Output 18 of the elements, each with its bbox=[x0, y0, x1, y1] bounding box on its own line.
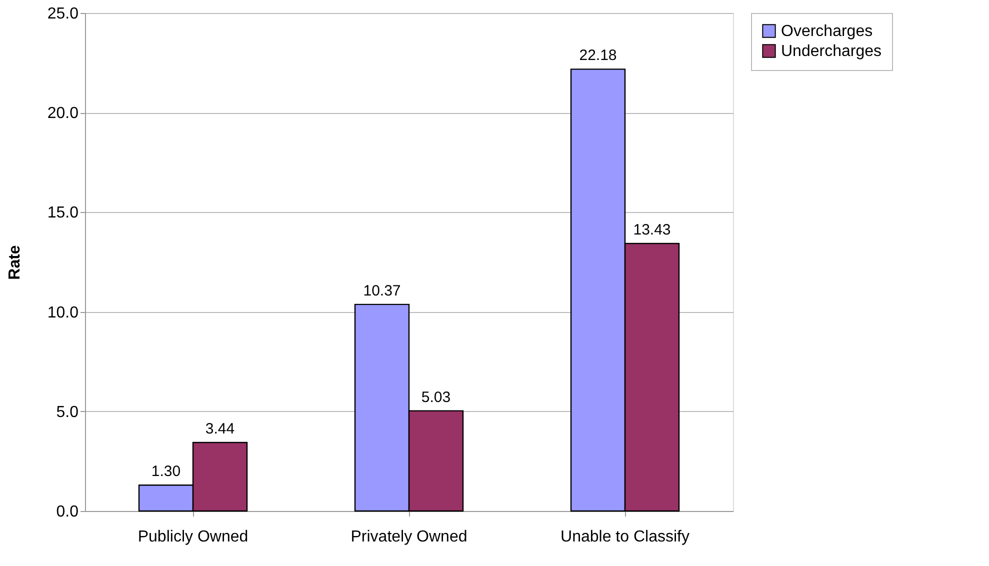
data-label: 13.43 bbox=[633, 221, 671, 238]
legend-label: Overcharges bbox=[781, 23, 873, 40]
y-tick-label: 5.0 bbox=[56, 404, 79, 421]
data-label: 10.37 bbox=[363, 282, 401, 300]
y-axis-title: Rate bbox=[6, 245, 24, 280]
data-label: 1.30 bbox=[151, 463, 181, 480]
y-tick-label: 0.0 bbox=[56, 504, 79, 520]
x-tick-label: Unable to Classify bbox=[560, 528, 690, 546]
y-tick-label: 10.0 bbox=[47, 304, 79, 322]
data-label: 22.18 bbox=[579, 47, 617, 64]
legend-label: Undercharges bbox=[781, 43, 882, 60]
y-tick-label: 15.0 bbox=[47, 204, 79, 222]
y-tick-label: 20.0 bbox=[47, 105, 79, 122]
data-label: 5.03 bbox=[421, 388, 451, 406]
x-tick-label: Privately Owned bbox=[350, 528, 468, 546]
y-tick-label: 25.0 bbox=[47, 6, 79, 22]
data-label: 3.44 bbox=[205, 420, 235, 438]
x-tick-label: Publicly Owned bbox=[138, 528, 248, 546]
